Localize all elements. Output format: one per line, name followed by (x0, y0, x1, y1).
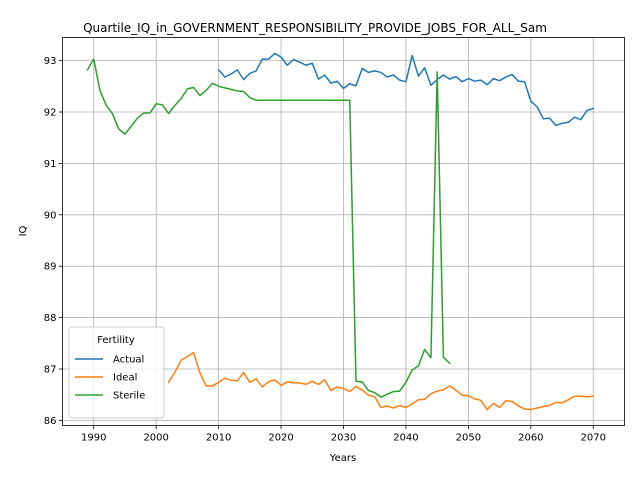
legend: Fertility Actual Ideal Sterile (68, 326, 165, 419)
y-tick-label: 87 (44, 364, 57, 375)
x-tick-label: 2070 (581, 433, 606, 444)
y-tick-label: 91 (44, 159, 57, 170)
x-tick-label: 2050 (456, 433, 481, 444)
y-tick-label: 86 (44, 416, 57, 427)
x-axis-label: Years (329, 453, 356, 464)
y-tick-label: 88 (44, 313, 57, 324)
legend-title: Fertility (97, 335, 135, 346)
x-tick-label: 2020 (268, 433, 293, 444)
y-tick-label: 92 (44, 108, 57, 119)
y-tick-label: 93 (44, 56, 57, 67)
y-axis-label: IQ (18, 225, 29, 236)
legend-label-sterile: Sterile (113, 391, 145, 402)
legend-label-actual: Actual (113, 355, 144, 366)
x-tick-label: 2000 (143, 433, 168, 444)
x-tick-label: 1990 (81, 433, 106, 444)
x-tick-label: 2010 (206, 433, 231, 444)
series-line-actual (217, 52, 595, 127)
series-lines (86, 52, 595, 411)
x-tick-label: 2030 (331, 433, 356, 444)
x-tick-label: 2060 (518, 433, 543, 444)
y-tick-label: 90 (44, 210, 57, 221)
y-tick-label: 89 (44, 262, 57, 273)
legend-label-ideal: Ideal (113, 373, 137, 384)
x-tick-label: 2040 (393, 433, 418, 444)
series-line-ideal (167, 351, 595, 411)
chart-title: Quartile_IQ_in_GOVERNMENT_RESPONSIBILITY… (83, 21, 547, 35)
axis-ticks: 1990 2000 2010 2020 2030 2040 2050 2060 2070 86 87… (44, 56, 606, 443)
series-line-sterile (86, 58, 451, 398)
